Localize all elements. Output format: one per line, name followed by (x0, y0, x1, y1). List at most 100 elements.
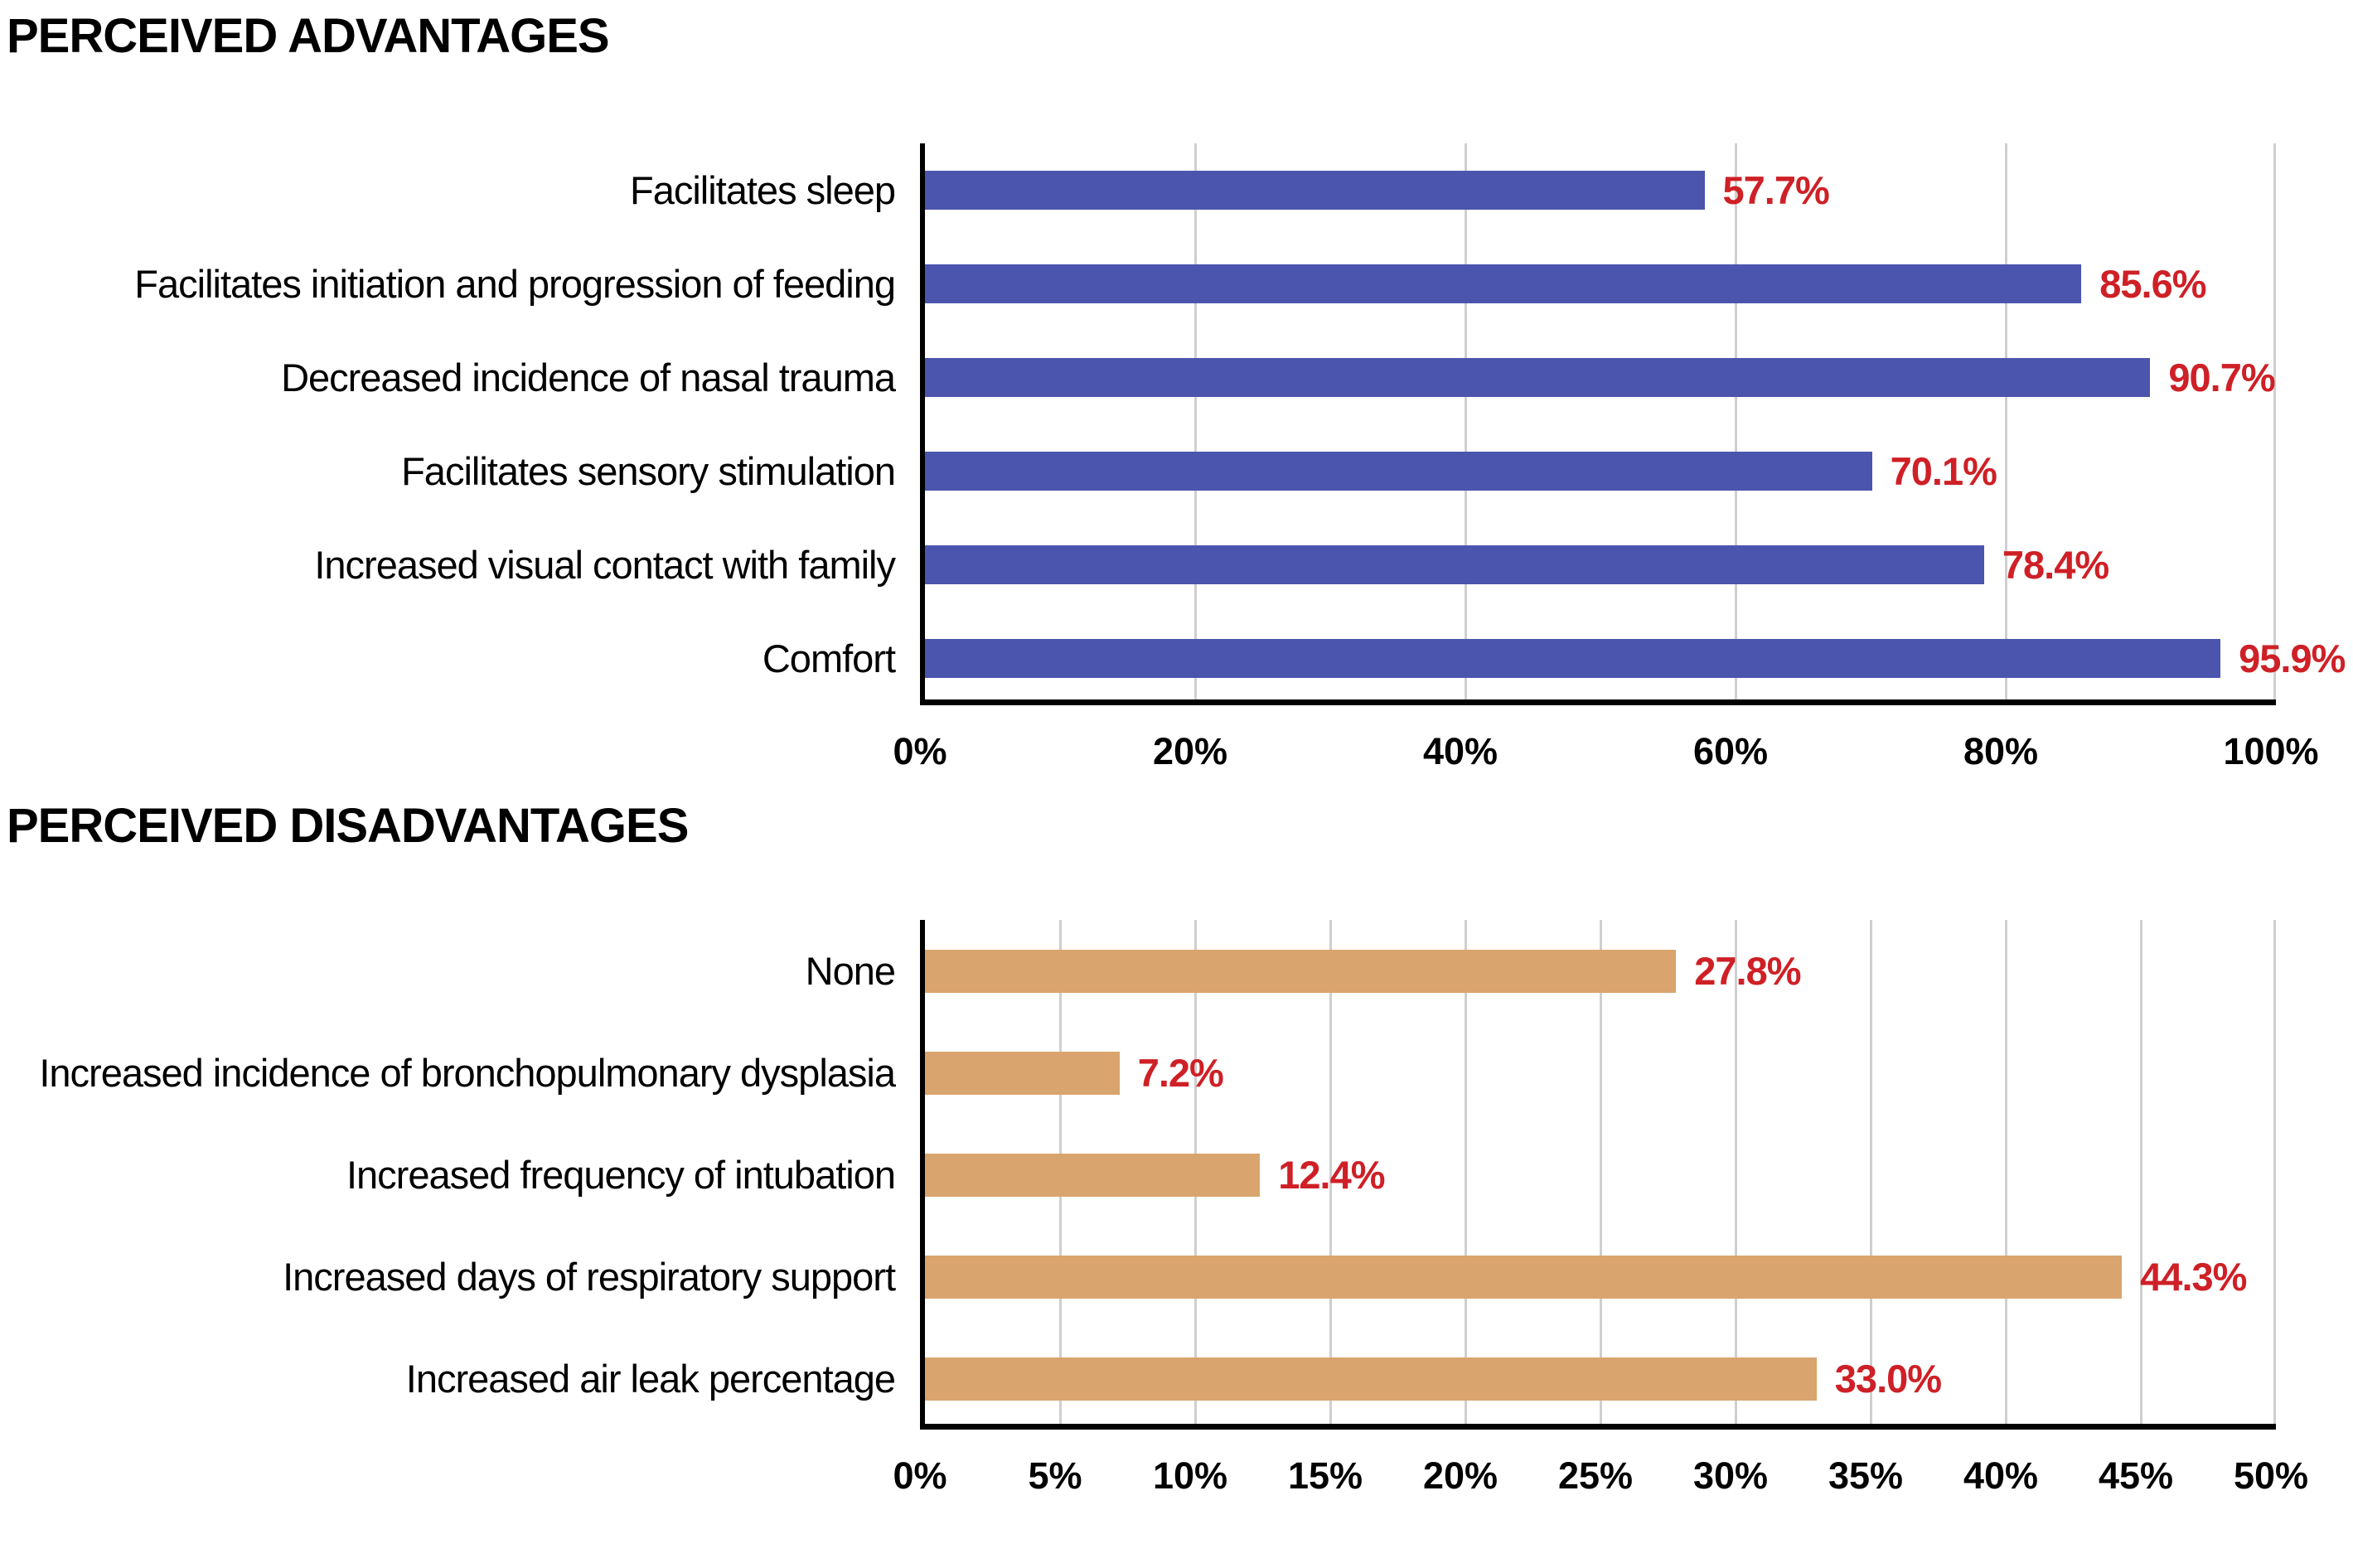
spacer (0, 854, 2353, 920)
bar-track: 78.4% (925, 542, 2276, 588)
value-label: 27.8% (1694, 949, 1801, 993)
gridline (2004, 143, 2007, 699)
x-tick-label: 30% (1692, 1454, 1769, 1497)
value-label: 44.3% (2140, 1255, 2247, 1299)
gridline (1329, 920, 1332, 1424)
bar-track: 85.6% (925, 261, 2276, 307)
category-label-text: None (805, 949, 896, 993)
category-label: Increased incidence of bronchopulmonary … (0, 1050, 917, 1096)
gridline (2273, 143, 2276, 699)
x-tick-label: 35% (1828, 1454, 1904, 1497)
gridline (2273, 920, 2276, 1424)
bar (925, 545, 1984, 584)
disadvantages-chart-title: PERCEIVED DISADVANTAGES (7, 799, 689, 853)
value-label: 78.4% (2002, 543, 2109, 587)
x-tick-label: 40% (1422, 730, 1498, 772)
bar-track: 95.9% (925, 636, 2346, 681)
x-tick-label: 15% (1287, 1454, 1363, 1497)
gridline (2139, 920, 2142, 1424)
category-label: Increased frequency of intubation (0, 1152, 917, 1198)
bar-row: Increased incidence of bronchopulmonary … (0, 1022, 2353, 1124)
category-label-text: Increased air leak percentage (405, 1357, 896, 1401)
x-tick-label: 25% (1557, 1454, 1634, 1497)
x-tick-label: 0% (893, 1454, 947, 1497)
category-label-text: Increased frequency of intubation (346, 1153, 896, 1197)
bar (925, 639, 2221, 678)
x-tick-label: 40% (1963, 1454, 2039, 1497)
bar-track: 12.4% (925, 1152, 2276, 1198)
value-label: 7.2% (1137, 1051, 1224, 1095)
gridline (1193, 143, 1197, 699)
value-label: 70.1% (1890, 449, 1997, 493)
x-tick-label: 100% (2223, 730, 2319, 772)
x-tick-label: 20% (1422, 1454, 1498, 1497)
x-tick-label: 45% (2098, 1454, 2174, 1497)
category-label: Increased days of respiratory support (0, 1254, 917, 1299)
x-tick-label: 5% (1028, 1454, 1082, 1497)
x-tick-label: 50% (2233, 1454, 2309, 1497)
category-label: Comfort (0, 636, 917, 681)
bar (925, 358, 2151, 397)
value-label: 12.4% (1278, 1153, 1385, 1197)
bar-track: 33.0% (925, 1356, 2276, 1401)
category-label-text: Comfort (762, 636, 896, 680)
x-tick-label: 80% (1963, 730, 2039, 772)
bar (925, 1051, 1120, 1095)
category-label-text: Increased incidence of bronchopulmonary … (39, 1051, 896, 1095)
x-tick-label: 0% (893, 730, 947, 772)
x-tick-label: 10% (1152, 1454, 1228, 1497)
gridline (1869, 920, 1872, 1424)
disadvantages-x-axis-ticks: 0% 5% 10% 15% 20% 25% 30% 35% 40% 45% 50% (893, 1430, 2308, 1512)
bar-track: 57.7% (925, 167, 2276, 213)
category-label: Decreased incidence of nasal trauma (0, 355, 917, 400)
category-label: Facilitates sleep (0, 167, 917, 213)
category-label: Facilitates sensory stimulation (0, 448, 917, 494)
bar-row: Comfort 95.9% (0, 612, 2353, 705)
bar (925, 949, 1677, 993)
advantages-plot-area: Facilitates sleep 57.7% Facilitates initia… (0, 143, 2353, 705)
bar-row: Facilitates sleep 57.7% (0, 143, 2353, 237)
x-tick-label: 60% (1692, 730, 1769, 772)
bar-track: 70.1% (925, 448, 2276, 494)
category-label: Increased air leak percentage (0, 1356, 917, 1401)
category-label-text: Decreased incidence of nasal trauma (281, 356, 896, 399)
bar-row: Increased frequency of intubation 12.4% (0, 1124, 2353, 1226)
disadvantages-bar-rows: None 27.8% Increased incidence of bronchop… (0, 920, 2353, 1430)
gridline (1599, 920, 1602, 1424)
bar-track: 90.7% (925, 355, 2276, 400)
value-label: 95.9% (2239, 636, 2346, 680)
category-label: None (0, 948, 917, 994)
value-label: 57.7% (1722, 168, 1830, 212)
gridline (1464, 143, 1467, 699)
bar (925, 1255, 2123, 1299)
category-label-text: Facilitates initiation and progression o… (134, 262, 896, 306)
bar (925, 171, 1705, 210)
category-label-text: Facilitates sensory stimulation (401, 449, 896, 493)
category-label-text: Increased visual contact with family (314, 543, 896, 587)
value-label: 90.7% (2168, 356, 2275, 399)
advantages-grid-axes (920, 143, 2276, 705)
bar (925, 1357, 1817, 1401)
advantages-bar-rows: Facilitates sleep 57.7% Facilitates initia… (0, 143, 2353, 705)
category-label-text: Increased days of respiratory support (283, 1255, 896, 1299)
category-label: Facilitates initiation and progression o… (0, 261, 917, 307)
bar-track: 44.3% (925, 1254, 2276, 1299)
gridline (1734, 920, 1737, 1424)
bar (925, 264, 2082, 303)
gridline (1464, 920, 1467, 1424)
disadvantages-bar-chart: None 27.8% Increased incidence of bronchop… (0, 920, 2353, 1512)
value-label: 33.0% (1834, 1357, 1942, 1401)
gridline (2004, 920, 2007, 1424)
bar-row: Facilitates initiation and progression o… (0, 237, 2353, 331)
value-label: 85.6% (2099, 262, 2206, 306)
category-label-text: Facilitates sleep (630, 168, 896, 212)
bar-row: Increased visual contact with family 78.4… (0, 518, 2353, 612)
advantages-bar-chart: Facilitates sleep 57.7% Facilitates initia… (0, 143, 2353, 788)
disadvantages-plot-area: None 27.8% Increased incidence of bronchop… (0, 920, 2353, 1430)
advantages-chart-title: PERCEIVED ADVANTAGES (7, 9, 610, 63)
x-tick-label: 20% (1152, 730, 1228, 772)
bar-row: Decreased incidence of nasal trauma 90.7% (0, 331, 2353, 424)
bar-track: 27.8% (925, 948, 2276, 994)
bar-row: Increased days of respiratory support 44.… (0, 1226, 2353, 1328)
